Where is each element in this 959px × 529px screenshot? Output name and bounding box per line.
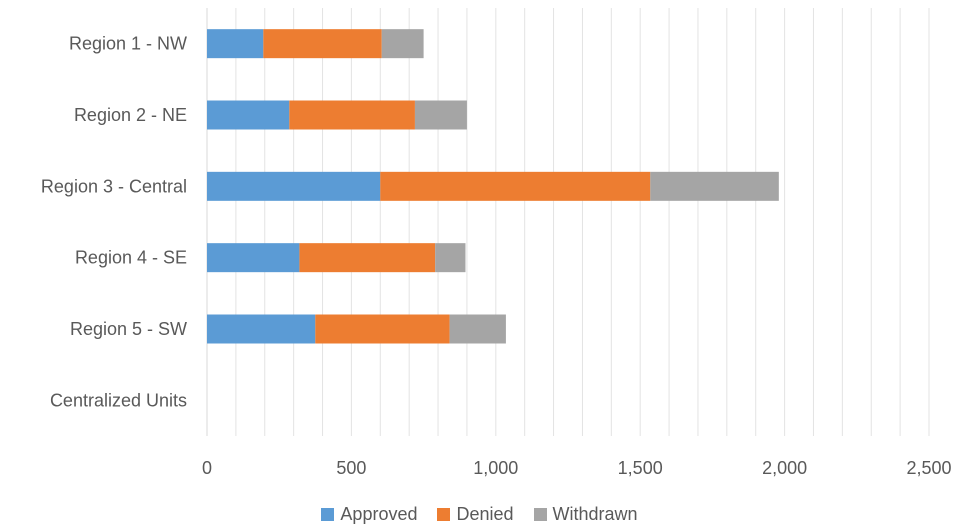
bars-group	[207, 29, 779, 344]
bar-denied-5	[315, 314, 450, 344]
bar-withdrawn-1	[381, 29, 424, 59]
legend-swatch	[321, 508, 335, 521]
bar-approved-4	[207, 243, 300, 273]
bar-denied-4	[299, 243, 436, 273]
bar-withdrawn-5	[449, 314, 506, 344]
legend: Approved Denied Withdrawn	[0, 504, 959, 525]
category-labels: Region 1 - NW Region 2 - NE Region 3 - Cen…	[41, 34, 187, 411]
x-tick-label: 0	[202, 458, 212, 478]
stacked-bar-chart: Region 1 - NW Region 2 - NE Region 3 - Cen…	[41, 8, 952, 478]
legend-label: Withdrawn	[552, 504, 638, 524]
x-tick-label: 1,000	[473, 458, 518, 478]
legend-swatch	[437, 508, 451, 521]
category-label: Region 4 - SE	[75, 248, 187, 268]
category-label: Region 1 - NW	[69, 34, 187, 54]
bar-withdrawn-3	[650, 171, 779, 201]
bar-denied-1	[263, 29, 382, 59]
x-tick-label: 1,500	[618, 458, 663, 478]
x-tick-label: 2,500	[906, 458, 951, 478]
bar-withdrawn-2	[414, 100, 467, 130]
bar-denied-3	[380, 171, 651, 201]
category-label: Centralized Units	[50, 390, 187, 410]
gridlines	[235, 8, 930, 436]
bar-approved-1	[207, 29, 264, 59]
x-tick-label: 2,000	[762, 458, 807, 478]
legend-item-denied: Denied	[437, 504, 514, 525]
legend-swatch	[533, 508, 547, 521]
category-label: Region 5 - SW	[70, 319, 187, 339]
x-tick-labels: 0 500 1,000 1,500 2,000 2,500	[202, 458, 952, 478]
category-label: Region 3 - Central	[41, 176, 187, 196]
legend-label: Approved	[340, 504, 418, 524]
category-label: Region 2 - NE	[74, 105, 187, 125]
legend-label: Denied	[456, 504, 514, 524]
bar-approved-2	[207, 100, 290, 130]
x-tick-label: 500	[336, 458, 366, 478]
bar-approved-3	[207, 171, 381, 201]
bar-denied-2	[289, 100, 415, 130]
legend-item-approved: Approved	[321, 504, 417, 525]
legend-item-withdrawn: Withdrawn	[533, 504, 638, 525]
bar-withdrawn-4	[435, 243, 466, 273]
bar-approved-5	[207, 314, 316, 344]
